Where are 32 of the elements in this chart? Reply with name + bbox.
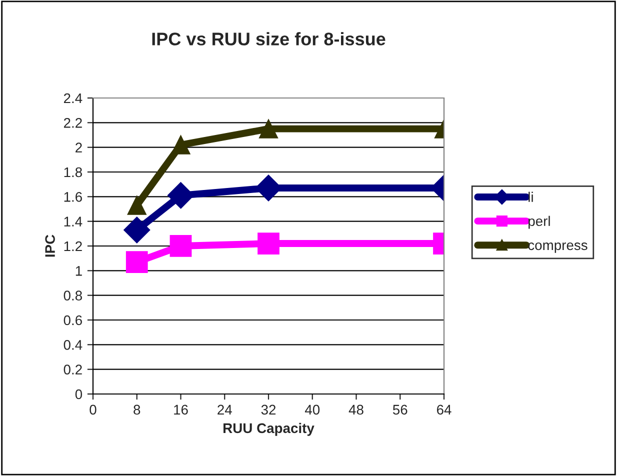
point	[124, 216, 150, 244]
y-tick-label: 0.4	[64, 340, 82, 350]
x-tick-label: 40	[304, 404, 320, 415]
y-tick-label: 0.2	[64, 364, 82, 375]
y-tick-label: 2.2	[64, 118, 82, 128]
y-axis-title: IPC	[45, 234, 55, 257]
point	[171, 135, 190, 154]
chart-title: IPC vs RUU size for 8-issue	[152, 32, 386, 46]
y-tick-label: 1	[76, 266, 82, 276]
x-tick-label: 56	[392, 404, 408, 415]
x-tick-label: 8	[134, 404, 140, 415]
x-tick-label: 32	[261, 404, 276, 415]
legend-label: perl	[528, 216, 550, 229]
y-tick-label: 2	[76, 142, 82, 152]
x-tick-label: 16	[174, 404, 188, 415]
legend-label: compress	[528, 242, 588, 253]
y-tick-label: 1.6	[64, 192, 82, 202]
point	[126, 251, 148, 273]
point	[170, 235, 192, 257]
y-tick-label: 0.6	[64, 315, 82, 326]
y-tick-label: 0.8	[64, 290, 82, 301]
y-tick-label: 1.2	[64, 241, 82, 252]
y-tick-label: 1.8	[64, 167, 82, 178]
x-tick-label: 0	[90, 404, 96, 415]
point	[127, 196, 146, 215]
x-tick-label: 64	[436, 404, 452, 415]
x-tick-label: 48	[348, 404, 364, 415]
y-tick-label: 1.4	[64, 216, 82, 226]
y-tick-label: 0	[75, 389, 82, 400]
x-tick-label: 24	[218, 404, 232, 414]
y-tick-label: 2.4	[64, 93, 82, 104]
x-axis-title: RUU Capacity	[224, 422, 314, 436]
